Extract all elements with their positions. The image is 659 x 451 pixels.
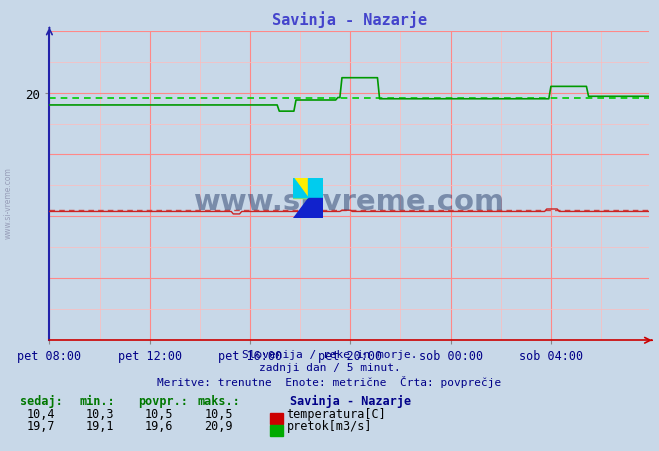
Bar: [308, 198, 323, 219]
Bar: [308, 178, 323, 198]
Text: min.:: min.:: [79, 394, 115, 407]
Text: pretok[m3/s]: pretok[m3/s]: [287, 419, 372, 433]
Text: sedaj:: sedaj:: [20, 394, 63, 407]
Text: temperatura[C]: temperatura[C]: [287, 407, 386, 420]
Text: 10,5: 10,5: [204, 407, 233, 420]
Text: povpr.:: povpr.:: [138, 394, 188, 407]
Text: 20,9: 20,9: [204, 419, 233, 433]
Text: Meritve: trenutne  Enote: metrične  Črta: povprečje: Meritve: trenutne Enote: metrične Črta: …: [158, 375, 501, 387]
Text: www.si-vreme.com: www.si-vreme.com: [194, 188, 505, 216]
Text: zadnji dan / 5 minut.: zadnji dan / 5 minut.: [258, 362, 401, 372]
Text: 19,7: 19,7: [26, 419, 55, 433]
Text: Slovenija / reke in morje.: Slovenija / reke in morje.: [242, 350, 417, 359]
Text: 10,5: 10,5: [145, 407, 173, 420]
Polygon shape: [293, 178, 308, 198]
Text: 10,3: 10,3: [86, 407, 114, 420]
Text: 19,6: 19,6: [145, 419, 173, 433]
Text: maks.:: maks.:: [198, 394, 241, 407]
Text: Savinja - Nazarje: Savinja - Nazarje: [290, 394, 411, 407]
Title: Savinja - Nazarje: Savinja - Nazarje: [272, 11, 427, 28]
Text: 19,1: 19,1: [86, 419, 114, 433]
Bar: [293, 178, 308, 198]
Text: www.si-vreme.com: www.si-vreme.com: [3, 167, 13, 239]
Text: 10,4: 10,4: [26, 407, 55, 420]
Polygon shape: [293, 198, 308, 219]
